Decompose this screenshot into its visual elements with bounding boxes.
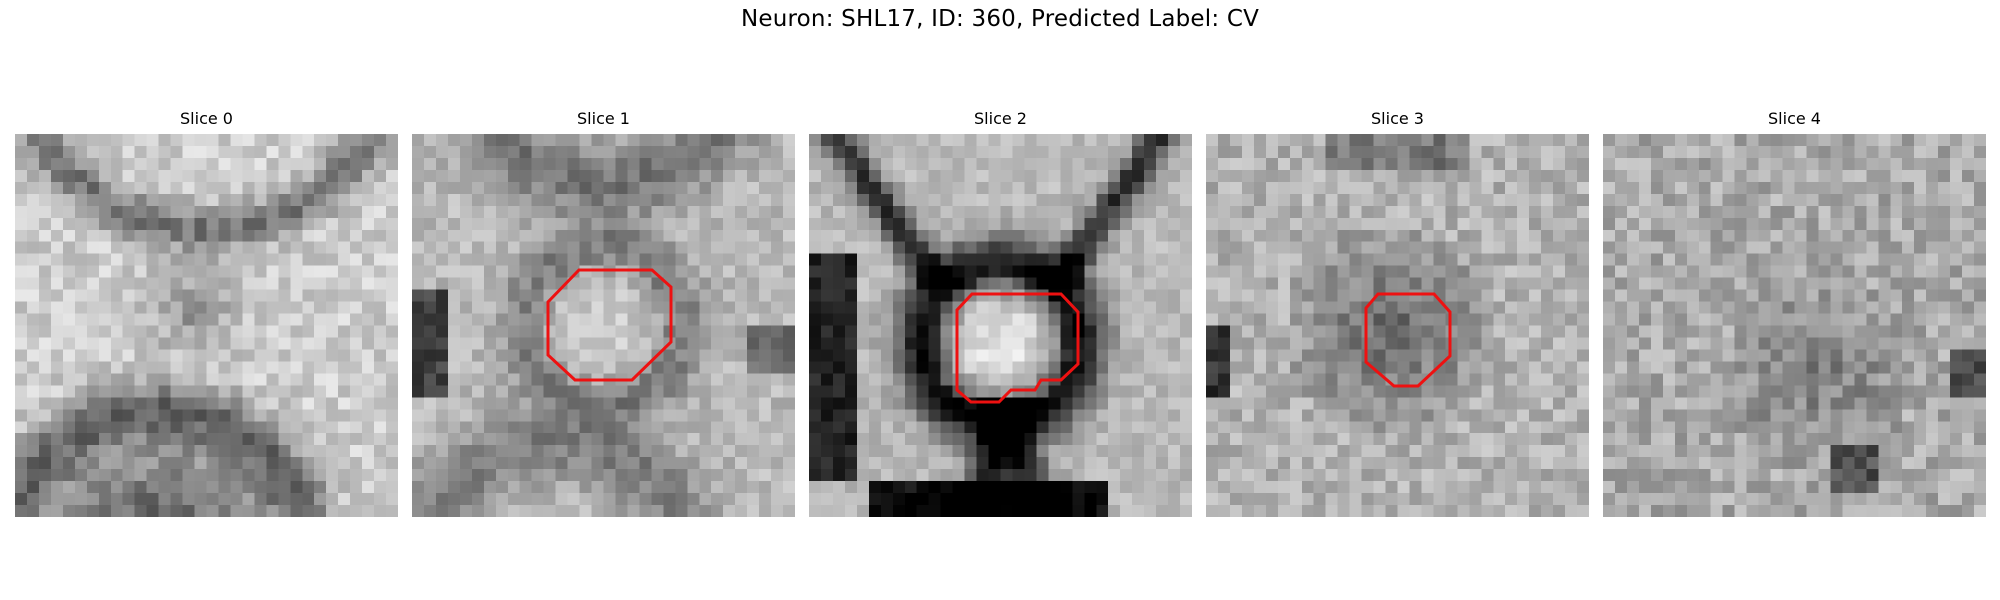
slice-panel-2: Slice 2 xyxy=(809,108,1192,517)
slice-panel-0: Slice 0 xyxy=(15,108,398,517)
slice-panel-4: Slice 4 xyxy=(1603,108,1986,517)
slice-title: Slice 4 xyxy=(1768,109,1821,128)
figure-title: Neuron: SHL17, ID: 360, Predicted Label:… xyxy=(740,6,1260,32)
slice-title: Slice 0 xyxy=(180,109,233,128)
slice-title: Slice 3 xyxy=(1371,109,1424,128)
em-slice-image xyxy=(412,134,795,517)
slice-title: Slice 2 xyxy=(974,109,1027,128)
slice-panel-3: Slice 3 xyxy=(1206,108,1589,517)
slice-title: Slice 1 xyxy=(577,109,630,128)
slice-panel-1: Slice 1 xyxy=(412,108,795,517)
em-slice-image xyxy=(1603,134,1986,517)
em-slice-image xyxy=(15,134,398,517)
em-slice-image xyxy=(809,134,1192,517)
em-slice-image xyxy=(1206,134,1589,517)
